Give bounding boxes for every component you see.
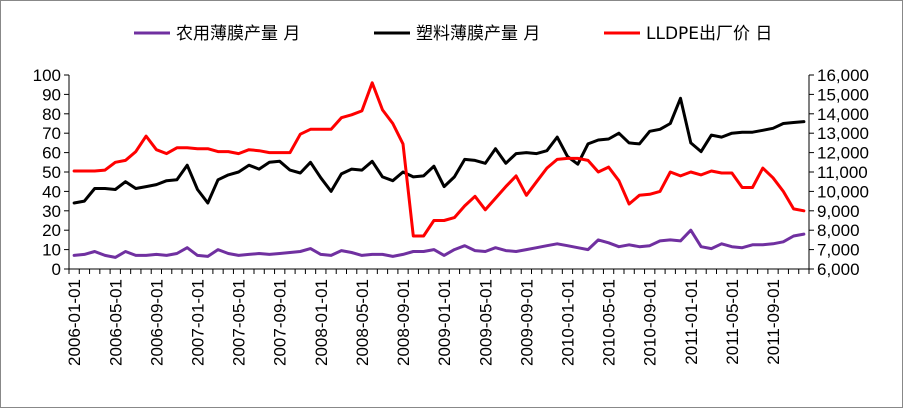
x-tick-label: 2006-09-01 (147, 279, 166, 366)
series-line-1 (72, 228, 806, 259)
x-tick-label: 2006-01-01 (65, 279, 84, 366)
legend-label-1: 农用薄膜产量 月 (176, 24, 300, 44)
y-left-tick-label: 90 (42, 85, 61, 104)
y-right-tick-label: 13,000 (817, 124, 869, 143)
y-right-tick-label: 6,000 (817, 260, 860, 279)
x-tick-label: 2010-01-01 (558, 279, 577, 366)
y-right-tick-label: 12,000 (817, 144, 869, 163)
legend-label-2: 塑料薄膜产量 月 (416, 24, 540, 44)
x-tick-label: 2006-05-01 (106, 279, 125, 366)
series-line-3 (72, 81, 806, 238)
x-tick-label: 2009-05-01 (476, 279, 495, 366)
series-line-2 (72, 96, 806, 205)
x-tick-label: 2011-01-01 (682, 279, 701, 365)
x-tick-label: 2009-01-01 (435, 279, 454, 366)
x-tick-label: 2008-05-01 (353, 279, 372, 366)
x-tick-label: 2010-05-01 (600, 279, 619, 366)
y-left-tick-label: 70 (42, 124, 61, 143)
y-left-tick-label: 20 (42, 221, 61, 240)
y-right-tick-label: 9,000 (817, 202, 860, 221)
y-right-tick-label: 15,000 (817, 85, 869, 104)
x-tick-label: 2007-09-01 (271, 279, 290, 366)
x-tick-label: 2011-09-01 (764, 279, 783, 365)
y-left-tick-label: 100 (33, 66, 61, 85)
y-left-tick-label: 0 (52, 260, 61, 279)
x-tick-label: 2011-05-01 (723, 279, 742, 365)
y-right-tick-label: 11,000 (817, 163, 868, 182)
y-left-tick-label: 30 (42, 202, 61, 221)
y-right-tick-label: 14,000 (817, 105, 869, 124)
y-left-tick-label: 50 (42, 163, 61, 182)
y-left-tick-label: 80 (42, 105, 61, 124)
legend-label-3: LLDPE出厂价 日 (646, 24, 772, 44)
y-right-tick-label: 7,000 (817, 241, 860, 260)
x-tick-label: 2009-09-01 (517, 279, 536, 366)
y-right-tick-label: 8,000 (817, 221, 860, 240)
y-left-tick-label: 60 (42, 144, 61, 163)
y-left-tick-label: 40 (42, 182, 61, 201)
x-tick-label: 2007-01-01 (188, 279, 207, 366)
y-right-tick-label: 16,000 (817, 66, 869, 85)
x-tick-label: 2007-05-01 (230, 279, 249, 366)
y-left-tick-label: 10 (42, 241, 61, 260)
x-tick-label: 2008-01-01 (312, 279, 331, 366)
y-right-tick-label: 10,000 (817, 182, 869, 201)
x-tick-label: 2010-09-01 (641, 279, 660, 366)
x-tick-label: 2008-09-01 (394, 279, 413, 366)
